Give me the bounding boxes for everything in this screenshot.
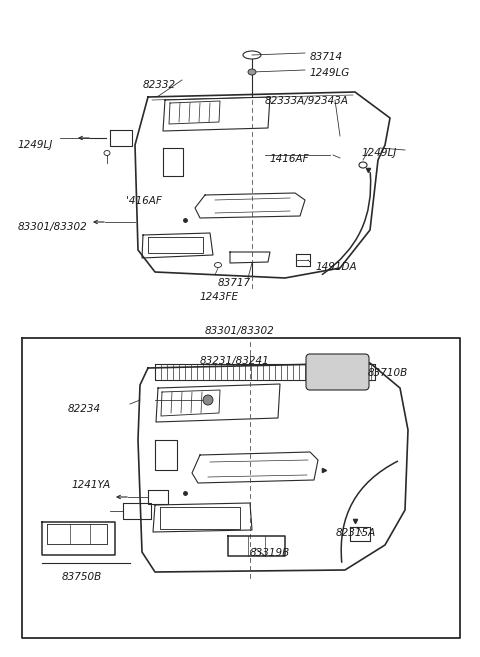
Text: 82234: 82234 bbox=[68, 404, 101, 414]
Text: 83301/83302: 83301/83302 bbox=[205, 326, 275, 336]
Text: 1249LJ: 1249LJ bbox=[18, 140, 53, 150]
Text: 1491DA: 1491DA bbox=[315, 262, 357, 272]
Text: 1416AF: 1416AF bbox=[270, 154, 310, 164]
Text: 83750B: 83750B bbox=[62, 572, 102, 582]
Text: 1241YA: 1241YA bbox=[72, 480, 111, 490]
Text: 83301/83302: 83301/83302 bbox=[18, 222, 88, 232]
Text: 1243FE: 1243FE bbox=[200, 292, 239, 302]
Text: 82333A/92343A: 82333A/92343A bbox=[265, 96, 349, 106]
Text: 83717: 83717 bbox=[218, 278, 251, 288]
Text: 83710B: 83710B bbox=[368, 368, 408, 378]
Circle shape bbox=[203, 395, 213, 405]
Text: 82315A: 82315A bbox=[336, 528, 376, 538]
Ellipse shape bbox=[248, 69, 256, 75]
Text: 83714: 83714 bbox=[310, 52, 343, 62]
Text: 83319B: 83319B bbox=[250, 548, 290, 558]
Text: 1249LJ: 1249LJ bbox=[362, 148, 397, 158]
Text: '416AF: '416AF bbox=[126, 196, 162, 206]
Text: 82332: 82332 bbox=[143, 80, 176, 90]
Text: 1249LG: 1249LG bbox=[310, 68, 350, 78]
FancyBboxPatch shape bbox=[306, 354, 369, 390]
Text: 83231/83241: 83231/83241 bbox=[200, 356, 270, 366]
